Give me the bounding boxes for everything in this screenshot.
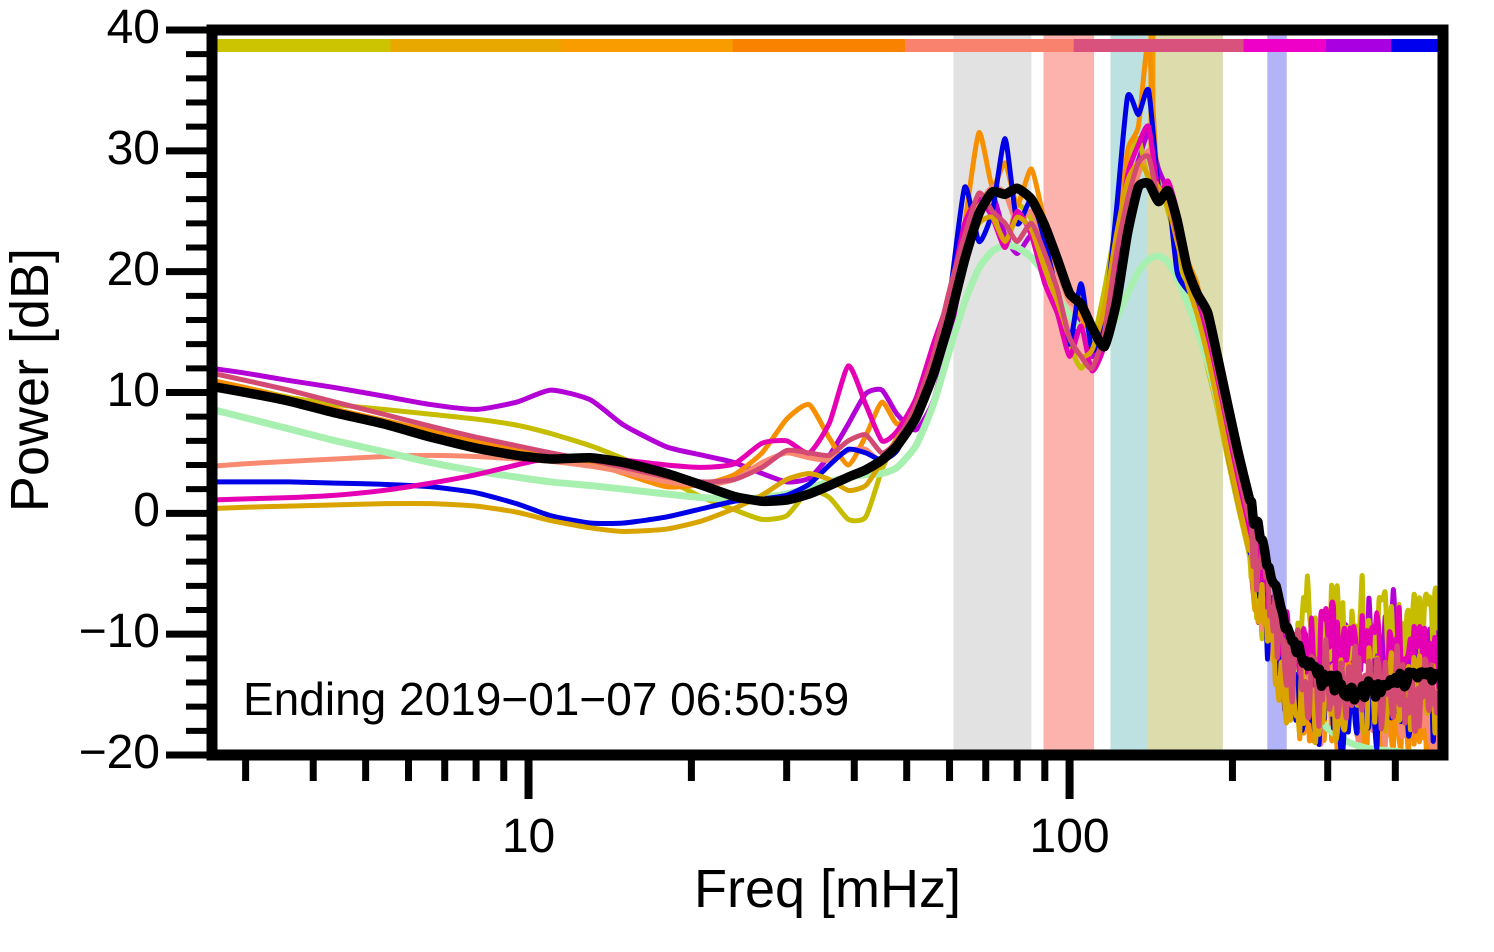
frame-rect <box>206 24 1449 761</box>
x-axis-title: Freq [mHz] <box>693 859 962 919</box>
band-gray <box>953 35 1032 755</box>
band-khaki <box>1146 35 1223 755</box>
colorbar-segment-1 <box>390 39 562 52</box>
x-tick-label-10: 10 <box>501 810 556 863</box>
y-tick-label-30: 30 <box>106 121 160 175</box>
colorbar-segment-2 <box>560 39 734 52</box>
colorbar-group <box>212 39 1444 52</box>
y-tick-label--20: −20 <box>78 726 160 779</box>
band-pink <box>1043 35 1095 755</box>
timestamp-annotation: Ending 2019−01−07 06:50:59 <box>243 673 850 725</box>
colorbar-segment-4 <box>905 39 1075 52</box>
plot-background <box>212 30 1443 755</box>
colorbar-segment-6 <box>1243 39 1327 52</box>
curves-group <box>212 39 1443 755</box>
colorbar-segment-8 <box>1391 39 1444 52</box>
colorbar-segment-3 <box>732 39 906 52</box>
y-tick-label--10: −10 <box>78 605 160 659</box>
x-tick-label-100: 100 <box>1029 810 1110 863</box>
axis-frame <box>206 24 1449 761</box>
colorbar-segment-7 <box>1326 39 1393 52</box>
colorbar-segment-5 <box>1073 39 1245 52</box>
colorbar-segment-0 <box>212 39 392 52</box>
y-tick-label-20: 20 <box>106 242 160 296</box>
series-mean <box>212 178 1443 705</box>
x-ticks-group <box>242 760 1399 799</box>
y-tick-label-10: 10 <box>106 363 160 417</box>
y-tick-label-40: 40 <box>106 1 160 54</box>
y-ticks-group <box>166 26 207 759</box>
y-tick-label-0: 0 <box>133 484 160 538</box>
series-ch-crimson <box>212 153 1441 734</box>
